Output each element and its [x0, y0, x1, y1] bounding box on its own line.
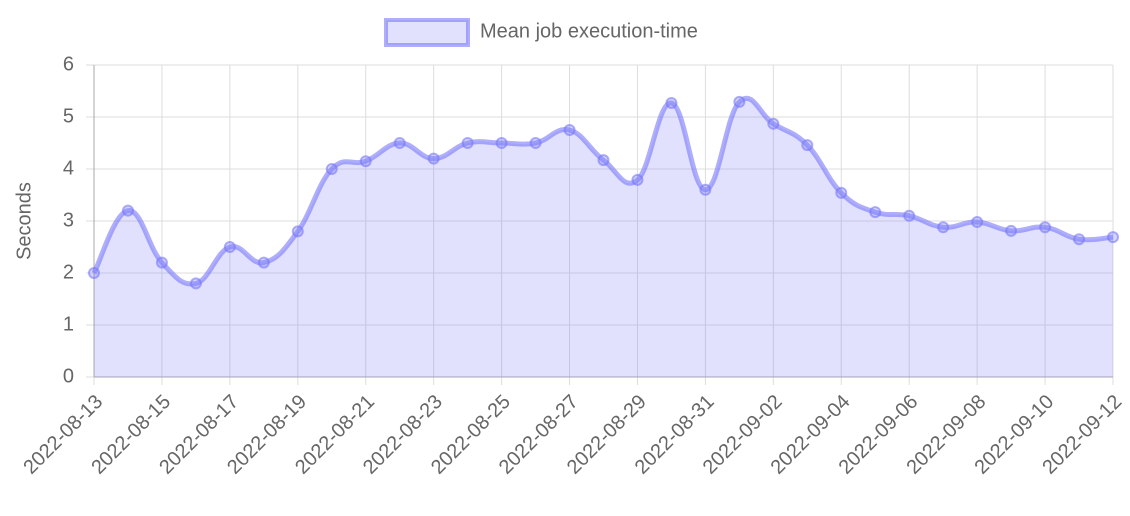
- point: [1073, 233, 1086, 246]
- y-axis-label: Seconds: [13, 182, 35, 260]
- point: [835, 186, 848, 199]
- point: [427, 152, 440, 165]
- point: [733, 95, 746, 108]
- area: [94, 98, 1113, 377]
- point: [665, 96, 678, 109]
- point: [937, 221, 950, 234]
- point: [597, 154, 610, 167]
- y-tick-label: 0: [63, 365, 74, 387]
- y-tick-label: 2: [63, 261, 74, 283]
- point: [971, 216, 984, 229]
- point: [1039, 221, 1052, 234]
- point: [461, 137, 474, 149]
- legend-swatch: [384, 18, 470, 47]
- point: [903, 209, 916, 222]
- y-tick-label: 5: [63, 105, 74, 127]
- y-tick-label: 3: [63, 209, 74, 231]
- y-tick-label: 6: [63, 53, 74, 75]
- point: [495, 137, 508, 149]
- point: [189, 277, 202, 290]
- point: [631, 173, 644, 186]
- point: [155, 256, 168, 269]
- point: [767, 117, 780, 130]
- point: [1107, 231, 1119, 244]
- y-tick-label: 1: [63, 313, 74, 335]
- point: [563, 124, 576, 136]
- point: [223, 241, 236, 253]
- point: [257, 256, 270, 269]
- y-tick-label: 4: [63, 157, 74, 179]
- point: [88, 267, 100, 279]
- point: [801, 139, 814, 152]
- point: [393, 137, 406, 149]
- point: [325, 163, 338, 175]
- point: [291, 225, 304, 238]
- point: [359, 155, 372, 168]
- point: [121, 204, 134, 217]
- point: [529, 137, 542, 149]
- point: [699, 183, 712, 196]
- legend-label: Mean job execution-time: [480, 20, 698, 42]
- point: [1005, 224, 1018, 237]
- point: [869, 206, 882, 219]
